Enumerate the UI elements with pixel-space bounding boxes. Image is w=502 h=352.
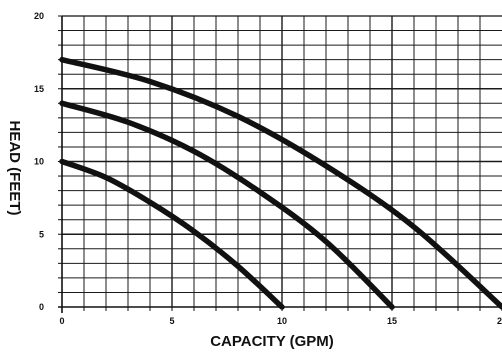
x-tick-label: 15 bbox=[387, 316, 397, 326]
x-tick-label: 10 bbox=[277, 316, 287, 326]
pump-curves bbox=[59, 56, 502, 310]
y-tick-label: 0 bbox=[39, 302, 44, 312]
x-tick-label: 0 bbox=[59, 316, 64, 326]
y-tick-labels: 0 5 10 15 20 bbox=[34, 11, 44, 312]
y-axis-label: HEAD (FEET) bbox=[6, 121, 23, 216]
pump-curve-1 bbox=[59, 158, 285, 310]
pump-curve-3 bbox=[59, 56, 502, 310]
y-tick-label: 5 bbox=[39, 229, 44, 239]
pump-curve-2 bbox=[59, 100, 395, 310]
x-tick-label: 5 bbox=[169, 316, 174, 326]
x-tick-label: 20 bbox=[497, 316, 502, 326]
grid-major bbox=[62, 16, 502, 307]
y-tick-label: 20 bbox=[34, 11, 44, 21]
y-tick-label: 10 bbox=[34, 157, 44, 167]
x-axis-label: CAPACITY (GPM) bbox=[210, 333, 334, 350]
y-tick-label: 15 bbox=[34, 84, 44, 94]
axes bbox=[58, 15, 502, 313]
x-tick-labels: 0 5 10 15 20 bbox=[59, 316, 502, 326]
